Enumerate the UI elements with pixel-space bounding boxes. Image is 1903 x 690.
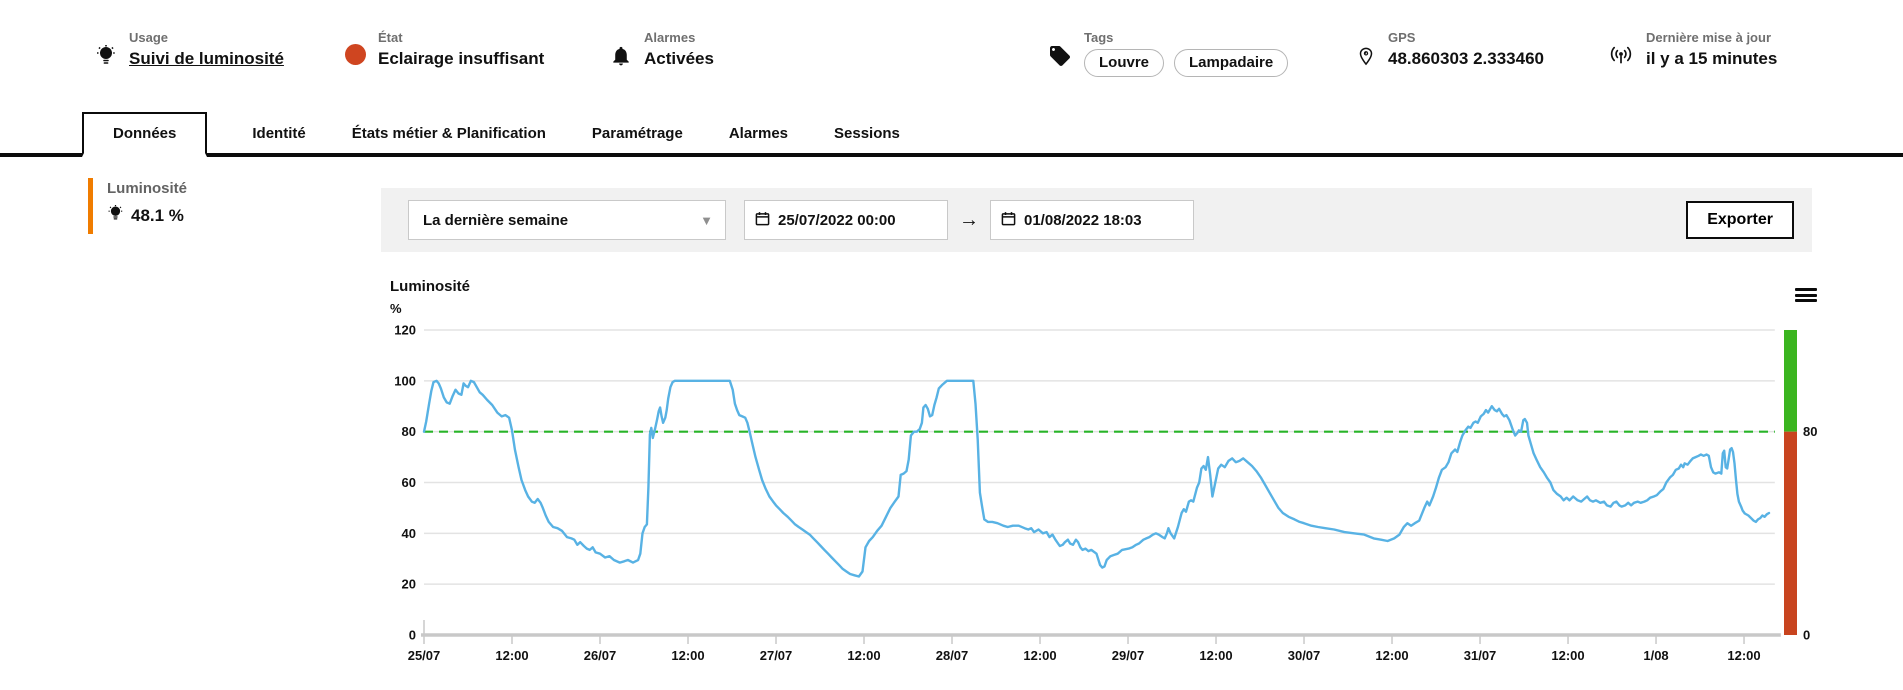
header-etat: État Eclairage insuffisant <box>345 30 544 69</box>
x-axis-label: 29/07 <box>1112 648 1145 663</box>
header-tags: Tags Louvre Lampadaire <box>1048 30 1289 77</box>
status-dot <box>345 44 366 65</box>
chevron-down-icon: ▼ <box>700 212 713 228</box>
luminosity-series-line <box>422 379 1771 578</box>
header-last-update: Dernière mise à jour il y a 15 minutes <box>1608 30 1777 71</box>
date-to-input[interactable]: 01/08/2022 18:03 <box>990 200 1194 240</box>
bell-icon <box>610 44 632 73</box>
tab-donnees[interactable]: Données <box>82 112 208 157</box>
date-from-value: 25/07/2022 00:00 <box>778 211 896 229</box>
arrow-right-icon: → <box>959 208 979 231</box>
header-usage: Usage Suivi de luminosité <box>95 30 284 73</box>
tab-identite[interactable]: Identité <box>252 125 306 142</box>
x-axis-label: 27/07 <box>760 648 793 663</box>
calendar-icon <box>1001 211 1016 230</box>
y-axis-label: 40 <box>402 526 416 541</box>
tab-bar: Données Identité États métier & Planific… <box>0 112 1903 157</box>
tab-alarmes[interactable]: Alarmes <box>728 125 789 142</box>
colorbar-label: 0 <box>1803 628 1810 643</box>
colorbar-segment <box>1784 329 1797 432</box>
antenna-broadcast-icon <box>1608 44 1634 71</box>
gps-label: GPS <box>1388 30 1416 45</box>
chart-title: Luminosité <box>390 278 471 295</box>
gps-value: 48.860303 2.333460 <box>1388 49 1544 68</box>
x-axis-label: 12:00 <box>1023 648 1056 663</box>
metric-value: 48.1 % <box>131 206 184 225</box>
y-axis-label: 60 <box>402 475 416 490</box>
export-button[interactable]: Exporter <box>1686 201 1794 239</box>
etat-label: État <box>378 30 403 45</box>
usage-value-link[interactable]: Suivi de luminosité <box>129 49 284 68</box>
x-axis-label: 12:00 <box>847 648 880 663</box>
x-axis-label: 25/07 <box>408 648 441 663</box>
header-alarmes: Alarmes Activées <box>610 30 714 73</box>
tags-label: Tags <box>1084 30 1114 45</box>
y-axis-label: 80 <box>402 424 416 439</box>
y-axis-label: 0 <box>409 628 416 643</box>
y-axis-label: 20 <box>402 577 416 592</box>
colorbar-segment <box>1784 431 1797 635</box>
chart-y-unit: % <box>390 301 402 316</box>
tags-pills: Louvre Lampadaire <box>1084 49 1289 77</box>
bulb-icon <box>107 204 124 228</box>
x-axis-label: 12:00 <box>1199 648 1232 663</box>
date-to-value: 01/08/2022 18:03 <box>1024 211 1142 229</box>
last-update-value: il y a 15 minutes <box>1646 49 1778 68</box>
bulb-icon <box>95 44 117 73</box>
alarmes-label: Alarmes <box>644 30 696 45</box>
x-axis-label: 28/07 <box>936 648 969 663</box>
etat-value: Eclairage insuffisant <box>378 49 545 68</box>
header-gps: GPS 48.860303 2.333460 <box>1356 30 1544 73</box>
chart-menu-icon[interactable] <box>1795 288 1817 305</box>
tab-etats-metier-planification[interactable]: États métier & Planification <box>351 125 546 142</box>
luminosity-line-chart: 0 20 40 60 80 100 120 25/07 12:00 26/07 12:00 27/07… <box>394 322 1817 663</box>
colorbar-label: 80 <box>1803 424 1817 439</box>
x-axis-label: 12:00 <box>671 648 704 663</box>
calendar-icon <box>755 211 770 230</box>
x-axis-label: 31/07 <box>1464 648 1497 663</box>
metric-label: Luminosité <box>107 180 188 197</box>
last-update-label: Dernière mise à jour <box>1646 30 1771 45</box>
usage-label: Usage <box>129 30 169 45</box>
location-pin-icon <box>1356 44 1376 73</box>
date-from-input[interactable]: 25/07/2022 00:00 <box>744 200 948 240</box>
tag-pill-louvre[interactable]: Louvre <box>1084 49 1165 77</box>
tag-pill-lampadaire[interactable]: Lampadaire <box>1174 49 1289 77</box>
sidebar-item-luminosite[interactable]: Luminosité 48.1 % <box>88 178 187 234</box>
period-select-value: La dernière semaine <box>423 211 569 229</box>
x-axis-label: 26/07 <box>584 648 617 663</box>
x-axis-label: 12:00 <box>495 648 528 663</box>
x-axis-label: 12:00 <box>1727 648 1760 663</box>
filter-band: La dernière semaine ▼ 25/07/2022 00:00 →… <box>381 188 1812 252</box>
period-select[interactable]: La dernière semaine ▼ <box>408 200 726 240</box>
alarmes-value: Activées <box>644 49 714 68</box>
tag-icon <box>1048 44 1072 73</box>
tab-parametrage[interactable]: Paramétrage <box>591 125 683 142</box>
y-axis-label: 120 <box>394 322 416 337</box>
x-axis-label: 30/07 <box>1288 648 1321 663</box>
tab-sessions[interactable]: Sessions <box>834 125 900 142</box>
x-axis-label: 12:00 <box>1551 648 1584 663</box>
x-axis-label: 1/08 <box>1643 648 1668 663</box>
x-axis-label: 12:00 <box>1375 648 1408 663</box>
y-axis-label: 100 <box>394 373 416 388</box>
